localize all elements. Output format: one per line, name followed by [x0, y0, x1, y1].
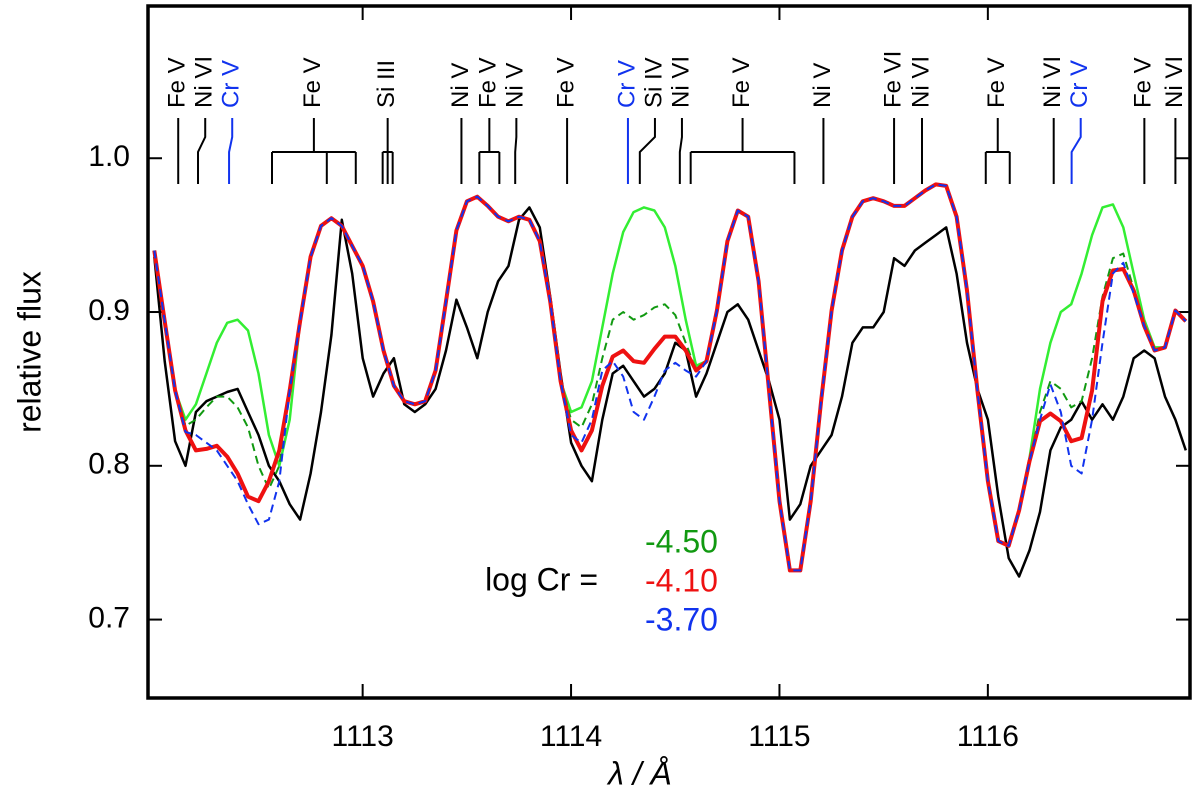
line-id-marker: [514, 118, 518, 184]
line-id-label: Fe V: [983, 57, 1010, 108]
line-id-label: Fe V: [299, 57, 326, 108]
line-id-marker: [228, 118, 234, 184]
line-id-label: Si III: [373, 60, 400, 108]
line-id-label: Fe V: [1130, 57, 1157, 108]
series-line: [153, 183, 1187, 572]
line-id-label: Ni VI: [907, 56, 934, 108]
line-id-label: Fe V: [475, 57, 502, 108]
plot-frame: [146, 4, 1192, 700]
line-id-bracket: [479, 118, 500, 153]
line-id-marker: [678, 118, 683, 184]
line-id-label: Ni VI: [1161, 56, 1188, 108]
line-id-marker: [197, 118, 207, 184]
legend-entry: -4.10: [645, 562, 718, 598]
line-id-label: Cr V: [613, 60, 640, 108]
line-id-label: Cr V: [218, 60, 245, 108]
line-id-bracket: [690, 118, 795, 153]
legend-entry: -4.50: [645, 523, 718, 559]
y-tick-label: 0.9: [88, 294, 130, 327]
x-tick-label: 1114: [540, 720, 602, 753]
line-id-label: Si IV: [640, 57, 667, 108]
legend-entry: -3.70: [645, 601, 718, 637]
y-tick-label: 1.0: [88, 140, 130, 173]
line-id-label: Ni V: [447, 63, 474, 108]
y-tick-label: 0.8: [88, 448, 130, 481]
line-id-label: Ni V: [502, 63, 529, 108]
line-id-label: Fe VI: [879, 51, 906, 108]
line-id-label: Fe V: [728, 57, 755, 108]
line-id-label: Fe V: [552, 57, 579, 108]
line-id-bracket: [382, 118, 393, 153]
y-tick-label: 0.7: [88, 601, 130, 634]
line-id-marker: [1070, 118, 1082, 184]
line-id-marker: [638, 118, 656, 184]
line-id-label: Ni VI: [667, 56, 694, 108]
series-line: [153, 183, 1187, 572]
series-line: [153, 206, 1187, 578]
line-id-bracket: [985, 118, 1010, 153]
x-axis-label: λ / Å: [606, 755, 672, 791]
y-axis-label: relative flux: [11, 271, 47, 433]
line-id-label: Ni VI: [191, 56, 218, 108]
x-tick-label: 1113: [332, 720, 394, 753]
line-id-label: Cr V: [1066, 60, 1093, 108]
line-id-label: Fe V: [164, 57, 191, 108]
line-id-label: Ni VI: [1039, 56, 1066, 108]
x-tick-label: 1115: [748, 720, 810, 753]
line-id-label: Ni V: [809, 63, 836, 108]
legend-title: log Cr =: [485, 561, 598, 597]
x-tick-label: 1116: [957, 720, 1019, 753]
line-id-bracket: [271, 118, 356, 153]
